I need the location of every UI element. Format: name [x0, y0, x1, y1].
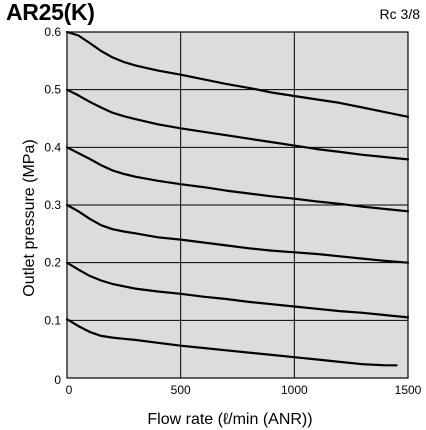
chart-title: AR25(K)	[6, 0, 95, 25]
port-size-label: Rc 3/8	[379, 6, 420, 22]
y-tick-label: 0.4	[44, 140, 61, 154]
y-tick-label: 0.1	[44, 313, 61, 327]
pressure-curve-6	[65, 318, 398, 367]
pressure-curve-4	[65, 203, 410, 264]
x-tick-label: 500	[171, 383, 191, 397]
x-tick-label: 1000	[281, 383, 308, 397]
pressure-curve-3	[65, 146, 410, 213]
pressure-curve-1	[65, 30, 410, 118]
y-axis-label: Outlet pressure (MPa)	[21, 139, 38, 296]
y-tick-label: 0.2	[44, 256, 61, 270]
y-tick-label: 0	[54, 373, 61, 387]
y-tick-label: 0.5	[44, 83, 61, 97]
pressure-curve-2	[65, 88, 410, 161]
x-tick-label: 0	[66, 383, 73, 397]
x-axis-label: Flow rate (ℓ/min (ANR))	[147, 411, 312, 428]
pressure-curve-5	[65, 261, 410, 319]
x-tick-label: 1500	[395, 383, 422, 397]
y-tick-label: 0.3	[44, 198, 61, 212]
y-tick-label: 0.6	[44, 25, 61, 39]
